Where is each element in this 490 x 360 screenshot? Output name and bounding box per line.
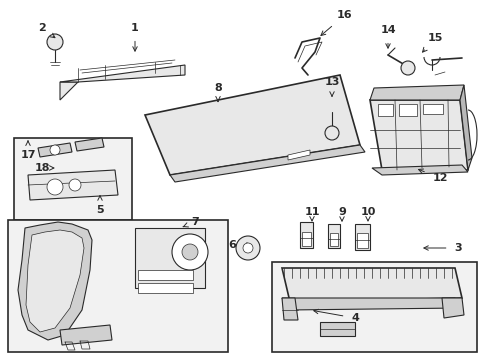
Circle shape	[401, 61, 415, 75]
Text: 14: 14	[380, 25, 396, 48]
Polygon shape	[370, 100, 468, 170]
Text: 4: 4	[314, 309, 359, 323]
Polygon shape	[60, 325, 112, 345]
Polygon shape	[355, 224, 370, 250]
Text: 10: 10	[360, 207, 376, 221]
Text: 11: 11	[304, 207, 320, 221]
Polygon shape	[282, 268, 462, 302]
Polygon shape	[75, 138, 104, 151]
Text: 1: 1	[131, 23, 139, 51]
Text: 16: 16	[321, 10, 353, 36]
Circle shape	[47, 34, 63, 50]
Bar	[138, 270, 193, 280]
Polygon shape	[282, 298, 298, 320]
Bar	[399, 104, 417, 116]
Text: 15: 15	[422, 33, 442, 52]
Circle shape	[172, 234, 208, 270]
Polygon shape	[372, 165, 468, 175]
Text: 9: 9	[338, 207, 346, 221]
Circle shape	[236, 236, 260, 260]
Polygon shape	[300, 222, 313, 248]
Bar	[14, 138, 132, 220]
Circle shape	[50, 145, 60, 155]
Text: 7: 7	[183, 217, 199, 227]
Circle shape	[325, 126, 339, 140]
Text: 17: 17	[20, 141, 36, 160]
Circle shape	[47, 179, 63, 195]
Polygon shape	[28, 170, 118, 200]
Text: 8: 8	[214, 83, 222, 102]
Polygon shape	[60, 65, 185, 82]
Polygon shape	[38, 143, 72, 157]
Polygon shape	[60, 82, 78, 100]
Circle shape	[243, 243, 253, 253]
Text: 3: 3	[424, 243, 462, 253]
Circle shape	[182, 244, 198, 260]
Polygon shape	[357, 233, 368, 248]
Bar	[378, 104, 393, 116]
Bar	[138, 283, 193, 293]
Text: 12: 12	[418, 169, 448, 183]
Polygon shape	[330, 233, 338, 246]
Polygon shape	[26, 230, 84, 332]
Polygon shape	[288, 150, 310, 160]
Bar	[8, 220, 228, 352]
Circle shape	[69, 179, 81, 191]
Bar	[320, 322, 355, 336]
Polygon shape	[302, 232, 311, 246]
Polygon shape	[170, 145, 365, 182]
Polygon shape	[442, 298, 464, 318]
Polygon shape	[328, 224, 340, 248]
Text: 5: 5	[96, 196, 104, 215]
Bar	[135, 228, 205, 288]
Polygon shape	[282, 298, 460, 310]
Polygon shape	[18, 222, 92, 340]
Text: 2: 2	[38, 23, 55, 38]
Polygon shape	[370, 85, 464, 100]
Polygon shape	[145, 75, 360, 175]
Text: 13: 13	[324, 77, 340, 96]
Polygon shape	[460, 85, 472, 170]
Bar	[272, 262, 477, 352]
Text: 18: 18	[34, 163, 54, 173]
Bar	[423, 104, 443, 114]
Text: 6: 6	[228, 240, 251, 250]
